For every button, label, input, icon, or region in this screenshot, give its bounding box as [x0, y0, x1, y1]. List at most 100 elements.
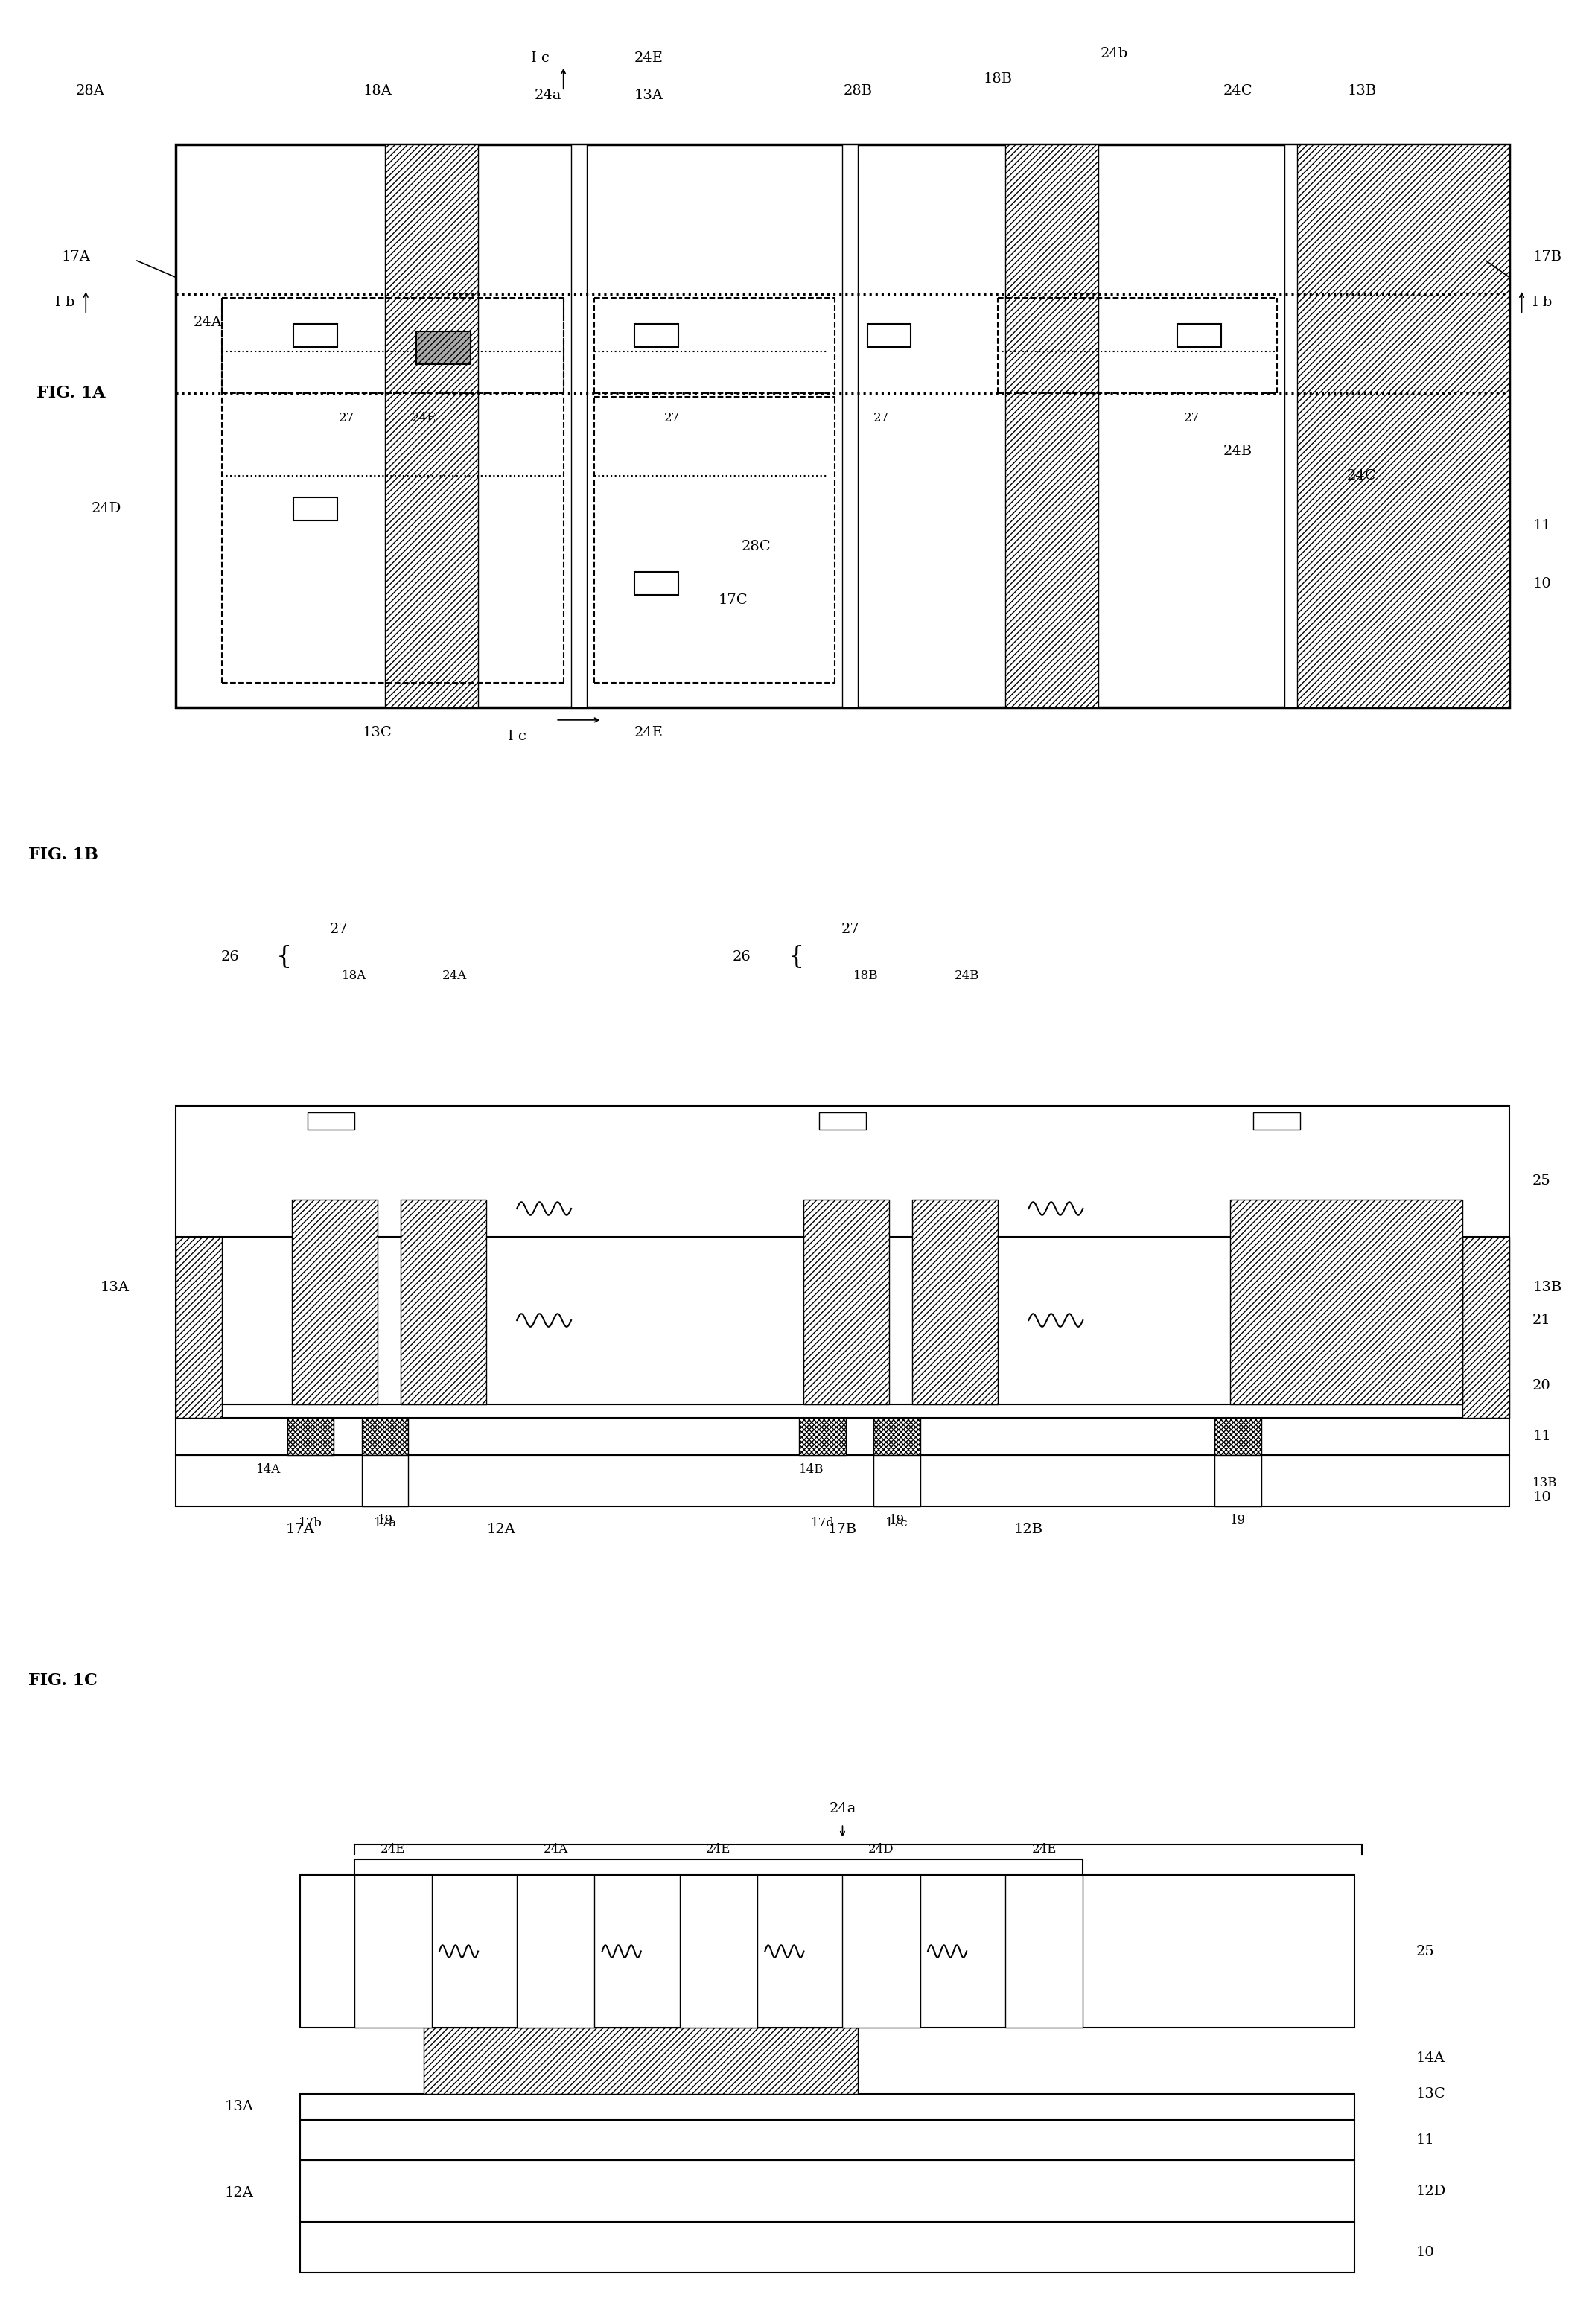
- Text: 24a: 24a: [535, 88, 562, 102]
- Bar: [293, 497, 338, 521]
- Bar: [385, 144, 478, 706]
- Bar: [299, 1875, 1355, 2029]
- Bar: [635, 323, 678, 346]
- Text: 19: 19: [377, 1515, 393, 1527]
- Text: 13A: 13A: [634, 88, 664, 102]
- Text: 27: 27: [874, 411, 890, 425]
- Text: 10: 10: [1417, 2245, 1434, 2259]
- Bar: [1231, 1199, 1463, 1404]
- Text: 24E: 24E: [705, 1843, 731, 1855]
- Bar: [423, 2029, 858, 2094]
- Bar: [175, 1236, 1509, 1404]
- Text: 19: 19: [1231, 1515, 1247, 1527]
- Text: FIG. 1B: FIG. 1B: [29, 846, 99, 862]
- Text: 24E: 24E: [380, 1843, 406, 1855]
- Text: 24C: 24C: [1347, 469, 1375, 483]
- Bar: [361, 1418, 408, 1455]
- Text: 13A: 13A: [224, 2099, 253, 2113]
- Text: 18B: 18B: [853, 969, 879, 983]
- Text: 24a: 24a: [829, 1801, 856, 1815]
- Bar: [517, 1875, 594, 2029]
- Text: 28A: 28A: [76, 84, 105, 98]
- Text: 24E: 24E: [411, 411, 436, 425]
- Text: I b: I b: [56, 295, 75, 309]
- Text: 28C: 28C: [742, 539, 771, 553]
- Bar: [416, 330, 470, 365]
- Text: 17A: 17A: [285, 1522, 314, 1536]
- Text: 17B: 17B: [828, 1522, 856, 1536]
- Text: 13B: 13B: [1533, 1281, 1562, 1294]
- Text: 12A: 12A: [224, 2187, 253, 2201]
- Text: 26: 26: [732, 951, 751, 964]
- Bar: [361, 1455, 408, 1506]
- Bar: [799, 1418, 845, 1455]
- Bar: [1215, 1418, 1261, 1455]
- Text: 18A: 18A: [363, 84, 392, 98]
- Text: 20: 20: [1533, 1378, 1551, 1392]
- Bar: [1253, 1113, 1301, 1129]
- Text: I b: I b: [1533, 295, 1552, 309]
- Bar: [299, 2161, 1355, 2222]
- Text: 24B: 24B: [1223, 444, 1253, 458]
- Text: 17a: 17a: [374, 1518, 396, 1529]
- Bar: [842, 1875, 920, 2029]
- Bar: [353, 1859, 1083, 1875]
- Bar: [175, 144, 1509, 706]
- Text: 17c: 17c: [885, 1518, 907, 1529]
- Text: 19: 19: [888, 1515, 904, 1527]
- Text: 28B: 28B: [844, 84, 872, 98]
- Text: 24A: 24A: [193, 316, 223, 330]
- Bar: [680, 1875, 758, 2029]
- Text: 17C: 17C: [718, 593, 748, 607]
- Text: 12A: 12A: [487, 1522, 516, 1536]
- Bar: [820, 1113, 866, 1129]
- Bar: [293, 323, 338, 346]
- Text: 14A: 14A: [256, 1462, 282, 1476]
- Text: 27: 27: [1183, 411, 1199, 425]
- Text: 27: 27: [841, 923, 860, 937]
- Bar: [1293, 144, 1509, 706]
- Text: 24B: 24B: [954, 969, 979, 983]
- Bar: [175, 1404, 1509, 1418]
- Text: FIG. 1C: FIG. 1C: [29, 1673, 97, 1690]
- Text: 17b: 17b: [299, 1518, 323, 1529]
- Text: 24D: 24D: [91, 502, 121, 516]
- Bar: [868, 323, 911, 346]
- Text: 24A: 24A: [443, 969, 466, 983]
- Bar: [572, 144, 587, 706]
- Text: 27: 27: [339, 411, 355, 425]
- Text: I c: I c: [508, 730, 525, 744]
- Bar: [175, 1455, 1509, 1506]
- Text: 17A: 17A: [62, 251, 91, 263]
- Text: 11: 11: [1417, 2133, 1434, 2147]
- Text: 13C: 13C: [1417, 2087, 1446, 2101]
- Text: 12D: 12D: [1417, 2185, 1446, 2199]
- Text: 27: 27: [664, 411, 680, 425]
- Bar: [1178, 323, 1221, 346]
- Bar: [635, 572, 678, 595]
- Bar: [874, 1418, 920, 1455]
- Bar: [299, 2222, 1355, 2273]
- Bar: [1285, 144, 1297, 706]
- Bar: [291, 1199, 377, 1404]
- Text: 24E: 24E: [634, 725, 664, 739]
- Bar: [401, 1199, 486, 1404]
- Text: 18A: 18A: [342, 969, 366, 983]
- Bar: [874, 1455, 920, 1506]
- Text: 14B: 14B: [799, 1462, 825, 1476]
- Text: 24A: 24A: [543, 1843, 568, 1855]
- Bar: [307, 1113, 353, 1129]
- Text: 27: 27: [330, 923, 347, 937]
- Text: 17d: 17d: [810, 1518, 834, 1529]
- Text: 10: 10: [1533, 576, 1551, 590]
- Text: 18B: 18B: [982, 72, 1013, 86]
- Text: 21: 21: [1533, 1313, 1551, 1327]
- Text: 24D: 24D: [868, 1843, 895, 1855]
- Text: 24C: 24C: [1223, 84, 1253, 98]
- Bar: [299, 2094, 1355, 2119]
- Text: 12B: 12B: [1014, 1522, 1043, 1536]
- Text: 11: 11: [1533, 518, 1551, 532]
- Text: 25: 25: [1417, 1945, 1434, 1959]
- Bar: [288, 1418, 334, 1455]
- Text: 25: 25: [1533, 1174, 1551, 1188]
